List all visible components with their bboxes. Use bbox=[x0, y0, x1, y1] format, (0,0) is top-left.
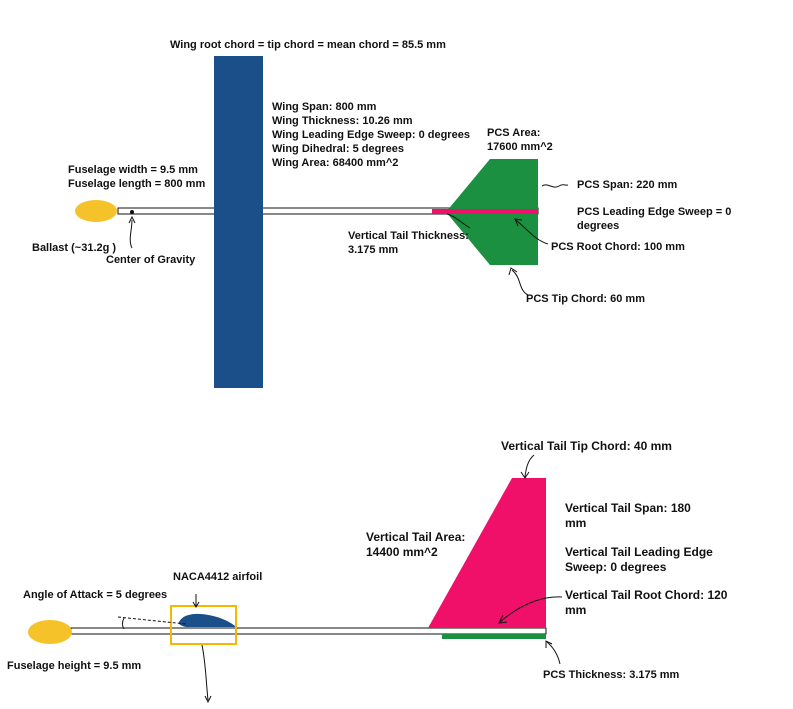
fuselage-height-label: Fuselage height = 9.5 mm bbox=[7, 660, 142, 672]
vt-area-line2: 14400 mm^2 bbox=[366, 545, 438, 559]
pcs-sweep-line1: PCS Leading Edge Sweep = 0 bbox=[577, 206, 732, 218]
fuselage-width: Fuselage width = 9.5 mm bbox=[68, 164, 198, 176]
pcs-sweep-label: PCS Leading Edge Sweep = 0 degrees bbox=[577, 205, 731, 233]
vt-thickness-label: Vertical Tail Thickness: 3.175 mm bbox=[348, 229, 469, 257]
aoa-arc bbox=[122, 617, 125, 630]
pcs-side-strip bbox=[442, 634, 546, 639]
pcs-root-chord-label: PCS Root Chord: 100 mm bbox=[551, 241, 685, 253]
airfoil-label: NACA4412 airfoil bbox=[173, 571, 263, 583]
wing-planform bbox=[214, 56, 263, 388]
vt-thickness-arrow bbox=[446, 213, 471, 229]
vt-sweep-line1: Vertical Tail Leading Edge bbox=[565, 545, 713, 559]
pcs-thickness-label: PCS Thickness: 3.175 mm bbox=[543, 669, 680, 681]
vt-thickness-line2: 3.175 mm bbox=[348, 244, 399, 256]
aoa-dashed-line bbox=[117, 616, 187, 625]
pcs-thickness-arrow bbox=[546, 641, 561, 665]
vt-tip-arrow bbox=[524, 454, 535, 478]
cg-label: Center of Gravity bbox=[106, 254, 196, 266]
vt-sweep-line2: Sweep: 0 degrees bbox=[565, 560, 667, 574]
pcs-tip-arrow bbox=[511, 269, 529, 296]
aoa-label: Angle of Attack = 5 degrees bbox=[23, 589, 168, 601]
vt-span-label: Vertical Tail Span: 180 mm bbox=[565, 501, 691, 531]
vt-thickness-line1: Vertical Tail Thickness: bbox=[348, 230, 469, 242]
wing-spec-thickness: Wing Thickness: 10.26 mm bbox=[272, 115, 413, 127]
naca4412-airfoil bbox=[178, 613, 236, 627]
wing-spec-sweep: Wing Leading Edge Sweep: 0 degrees bbox=[272, 129, 470, 141]
fuselage-specs-block: Fuselage width = 9.5 mm Fuselage length … bbox=[68, 163, 205, 191]
aoa-lower-arrow bbox=[201, 644, 209, 701]
ballast-label: Ballast (~31.2g ) bbox=[32, 242, 117, 254]
aoa-highlight-box bbox=[170, 605, 237, 645]
wing-spec-area: Wing Area: 68400 mm^2 bbox=[272, 157, 399, 169]
ballast-top bbox=[75, 200, 117, 222]
pcs-span-label: PCS Span: 220 mm bbox=[577, 179, 678, 191]
vt-span-line1: Vertical Tail Span: 180 bbox=[565, 501, 691, 515]
pcs-tip-chord-label: PCS Tip Chord: 60 mm bbox=[526, 293, 645, 305]
wing-specs-block: Wing Span: 800 mm Wing Thickness: 10.26 … bbox=[272, 100, 470, 170]
fuselage-length: Fuselage length = 800 mm bbox=[68, 178, 206, 190]
vt-tip-chord-label: Vertical Tail Tip Chord: 40 mm bbox=[501, 439, 672, 453]
vt-sweep-label: Vertical Tail Leading Edge Sweep: 0 degr… bbox=[565, 545, 713, 575]
vt-root-line2: mm bbox=[565, 603, 587, 617]
ballast-side bbox=[28, 620, 72, 644]
vt-root-chord-label: Vertical Tail Root Chord: 120 mm bbox=[565, 588, 727, 618]
pcs-span-squiggle bbox=[541, 184, 569, 188]
fuselage-side-view bbox=[70, 627, 547, 635]
pcs-area-line2: 17600 mm^2 bbox=[487, 141, 553, 153]
vt-root-line1: Vertical Tail Root Chord: 120 bbox=[565, 588, 728, 602]
pcs-sweep-line2: degrees bbox=[577, 220, 620, 232]
vertical-tail-top-strip bbox=[432, 209, 538, 214]
vt-area-label: Vertical Tail Area: 14400 mm^2 bbox=[366, 530, 465, 560]
cg-dot bbox=[130, 210, 134, 214]
pcs-area-line1: PCS Area: bbox=[487, 127, 541, 139]
wing-spec-span: Wing Span: 800 mm bbox=[272, 101, 377, 113]
wing-spec-dihedral: Wing Dihedral: 5 degrees bbox=[272, 143, 404, 155]
vt-area-line1: Vertical Tail Area: bbox=[366, 530, 466, 544]
vt-span-line2: mm bbox=[565, 516, 587, 530]
wing-chord-note: Wing root chord = tip chord = mean chord… bbox=[170, 39, 446, 51]
cg-arrow bbox=[129, 219, 133, 249]
pcs-area-label: PCS Area: 17600 mm^2 bbox=[487, 126, 553, 154]
vt-root-arrow bbox=[499, 596, 563, 623]
pcs-root-arrow bbox=[515, 219, 549, 245]
vertical-tail-profile bbox=[428, 478, 546, 628]
